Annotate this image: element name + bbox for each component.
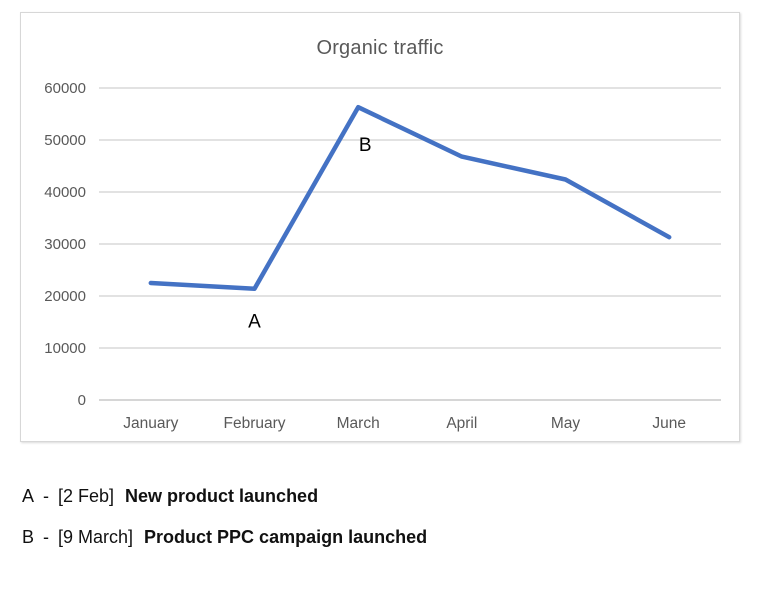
y-axis-tick-label: 10000 — [44, 340, 86, 357]
footnote-a-text: New product launched — [125, 486, 319, 506]
chart-frame: Organic traffic 0 10000 20000 30000 40000 500… — [20, 12, 740, 442]
annotation-b: B — [359, 135, 372, 156]
footnote-b-marker: B — [22, 527, 35, 547]
chart-title: Organic traffic — [316, 37, 444, 59]
y-axis-tick-label: 40000 — [44, 184, 86, 201]
y-axis-tick-label: 0 — [78, 392, 86, 409]
footnote-b-text: Product PPC campaign launched — [144, 527, 428, 547]
y-axis-tick-label: 50000 — [44, 132, 86, 149]
x-axis-tick-label: February — [223, 415, 285, 432]
x-axis-tick-label: January — [123, 415, 178, 432]
line-chart-plot[interactable]: 0 10000 20000 30000 40000 50000 60000 January Fe… — [21, 13, 741, 441]
y-axis-tick-label: 30000 — [44, 236, 86, 253]
footnote-b-date: [9 March] — [58, 527, 134, 547]
footnote-b-dash: - — [43, 527, 50, 547]
x-axis-tick-label: April — [446, 415, 477, 432]
x-axis-tick-label: March — [337, 415, 380, 432]
footnote-a: A - [2 Feb] New product launched — [22, 486, 427, 507]
footnote-a-marker: A — [22, 486, 35, 506]
annotation-a: A — [248, 312, 261, 333]
y-axis-tick-label: 60000 — [44, 80, 86, 97]
footnotes: A - [2 Feb] New product launched B - [9 … — [22, 486, 427, 568]
x-axis-tick-label: June — [652, 415, 686, 432]
footnote-a-dash: - — [43, 486, 50, 506]
traffic-line-series[interactable] — [148, 104, 672, 291]
y-axis-tick-label: 20000 — [44, 288, 86, 305]
footnote-b: B - [9 March] Product PPC campaign launc… — [22, 527, 427, 548]
x-axis-tick-label: May — [551, 415, 581, 432]
footnote-a-date: [2 Feb] — [58, 486, 115, 506]
